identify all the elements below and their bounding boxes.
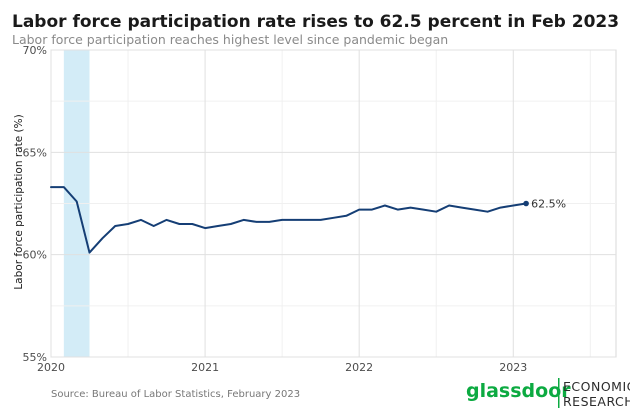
y-axis-label: Labor force participation rate (%) [13,114,25,289]
source-note: Source: Bureau of Labor Statistics, Febr… [51,389,300,400]
series-layer: 62.5% [50,186,566,254]
y-tick-label: 55% [23,351,47,364]
x-tick-label: 2021 [191,361,219,374]
y-tick-label: 65% [23,146,47,159]
brand-division-line2: RESEARCH [563,394,630,409]
y-axis-ticks: 55% 60% 65% 70% [23,44,47,364]
x-axis-ticks: 2020 2021 2022 2023 [37,361,527,374]
y-tick-label: 60% [23,249,47,262]
endpoint-marker [523,200,529,207]
brand-divider [558,378,560,408]
brand-division-line1: ECONOMIC [563,379,630,394]
chart-title: Labor force participation rate rises to … [12,12,619,32]
x-tick-label: 2020 [37,361,65,374]
endpoint-label: 62.5% [531,198,566,211]
grid-lines [50,49,616,358]
series-line [50,186,528,254]
chart-subtitle: Labor force participation reaches highes… [12,32,448,47]
glassdoor-logo: glassdoor ECONOMIC RESEARCH [466,378,630,409]
x-tick-label: 2023 [499,361,527,374]
y-tick-label: 70% [23,44,47,57]
x-tick-label: 2022 [345,361,373,374]
brand-name: glassdoor [466,380,571,402]
